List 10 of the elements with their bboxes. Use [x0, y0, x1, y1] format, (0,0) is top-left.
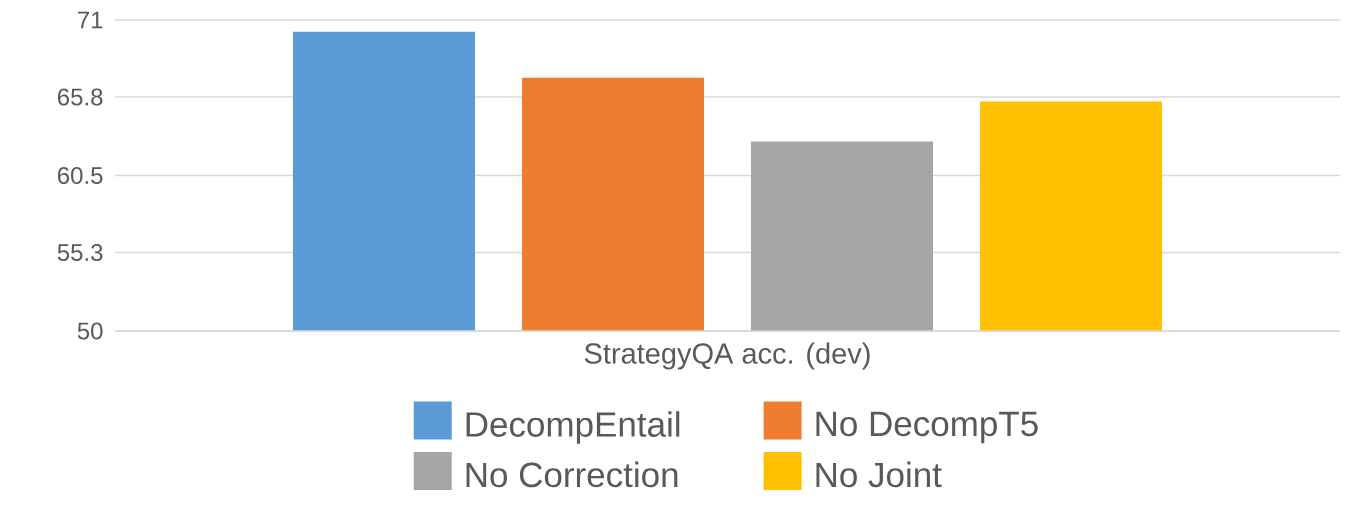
- legend-label: No DecompT5: [816, 411, 1038, 444]
- y-tick-label: 50: [77, 322, 103, 340]
- legend-label: No Joint: [816, 461, 942, 488]
- y-tick-label: 65.8: [57, 88, 103, 106]
- legend-label: No Correction: [466, 461, 678, 488]
- legend-label: DecompEntail: [466, 411, 680, 444]
- y-tick-label: 71: [78, 11, 103, 29]
- y-tick-label: 60.5: [57, 167, 103, 184]
- x-tick-label: StrategyQA acc. (dev): [584, 342, 870, 370]
- y-tick-label: 55.3: [57, 244, 103, 262]
